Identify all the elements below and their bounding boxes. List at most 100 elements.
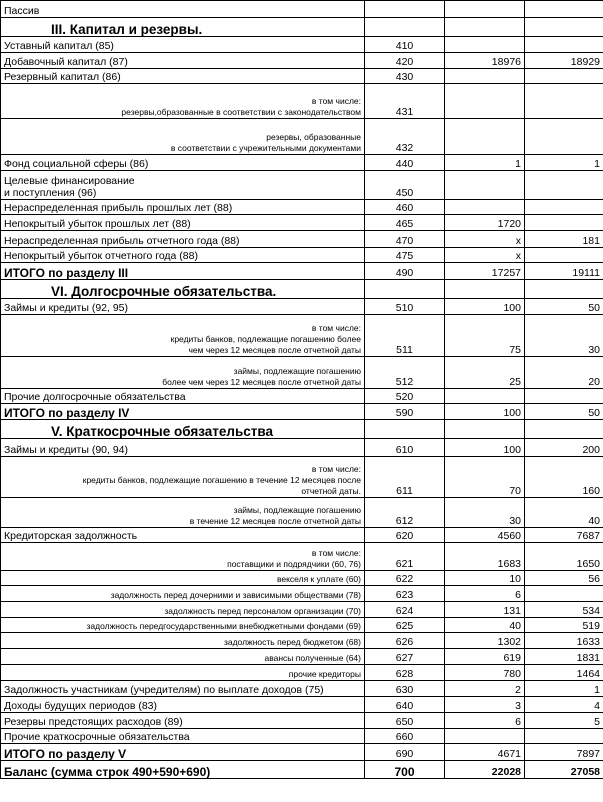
- value-start-of-period: 6: [444, 712, 525, 729]
- table-row: в том числе: поставщики и подрядчики (60,…: [0, 542, 603, 571]
- table-row: займы, подлежащие погашению более чем чер…: [0, 356, 603, 389]
- row-code: 640: [364, 696, 445, 713]
- value-end-of-period: [524, 199, 603, 215]
- table-row: в том числе: кредиты банков, подлежащие п…: [0, 456, 603, 498]
- table-row: Фонд социальной сферы (86) 440 1 1: [0, 154, 603, 171]
- value-start-of-period: 4671: [444, 743, 525, 761]
- value-end-of-period: [524, 36, 603, 53]
- table-row: Прочие краткосрочные обязательства 660: [0, 728, 603, 744]
- value-start-of-period: [444, 419, 525, 439]
- row-label-line: Резервы предстоящих расходов (89): [4, 716, 183, 728]
- section-row: VI. Долгосрочные обязательства.: [0, 279, 603, 299]
- value-end-of-period: 519: [524, 617, 603, 633]
- table-row: резервы, образованные в соответствии с уч…: [0, 118, 603, 155]
- row-label: Нераспределенная прибыль отчетного года …: [0, 230, 365, 248]
- value-end-of-period: 1650: [524, 542, 603, 571]
- row-label-line: авансы полученные (64): [264, 653, 361, 663]
- value-start-of-period: x: [444, 247, 525, 263]
- value-start-of-period: 100: [444, 403, 525, 420]
- value-start-of-period: 1683: [444, 542, 525, 571]
- row-label: ИТОГО по разделу V: [0, 743, 365, 761]
- row-label: Нераспределенная прибыль прошлых лет (88…: [0, 199, 365, 215]
- section-row: III. Капитал и резервы.: [0, 17, 603, 37]
- value-end-of-period: 1633: [524, 632, 603, 649]
- table-row: задолжность передгосударственными внебюд…: [0, 617, 603, 633]
- row-label: в том числе: кредиты банков, подлежащие п…: [0, 314, 365, 357]
- row-code: 700: [364, 760, 445, 779]
- value-start-of-period: [444, 388, 525, 404]
- value-end-of-period: 7687: [524, 527, 603, 543]
- row-label-line: задолжность перед дочерними и зависимыми…: [110, 590, 361, 600]
- row-code: 626: [364, 632, 445, 649]
- table-row: Кредиторская задолжность 620 4560 7687: [0, 527, 603, 543]
- row-label-line: Задолжность участникам (учредителям) по …: [4, 684, 324, 696]
- row-label-line: задолжность перед бюджетом (68): [223, 637, 361, 647]
- row-code: 512: [364, 356, 445, 389]
- value-end-of-period: [524, 118, 603, 155]
- row-label: Добавочный капитал (87): [0, 52, 365, 69]
- row-label-line: Резервный капитал (86): [4, 71, 121, 83]
- row-label-line: Непокрытый убыток прошлых лет (88): [4, 218, 191, 230]
- value-end-of-period: [524, 17, 603, 37]
- value-end-of-period: [524, 170, 603, 200]
- row-label: ИТОГО по разделу III: [0, 262, 365, 280]
- table-row: Займы и кредиты (90, 94) 610 100 200: [0, 438, 603, 457]
- section-title: V. Краткосрочные обязательства: [0, 419, 365, 439]
- value-start-of-period: 131: [444, 601, 525, 618]
- row-code: 430: [364, 68, 445, 84]
- row-label-line: кредиты банков, подлежащие погашению бол…: [170, 334, 361, 344]
- table-row: задолжность перед персоналом организации…: [0, 601, 603, 618]
- row-label-line: займы, подлежащие погашению: [233, 366, 361, 376]
- row-code: 627: [364, 648, 445, 665]
- row-label: ИТОГО по разделу IV: [0, 403, 365, 420]
- value-start-of-period: 4560: [444, 527, 525, 543]
- table-row: Целевые финансирование и поступления (96)…: [0, 170, 603, 200]
- row-label: в том числе: поставщики и подрядчики (60,…: [0, 542, 365, 571]
- row-label-line: ИТОГО по разделу III: [4, 266, 129, 280]
- row-label: Непокрытый убыток прошлых лет (88): [0, 214, 365, 231]
- row-label-line: задолжность передгосударственными внебюд…: [86, 621, 361, 631]
- row-code: [364, 419, 445, 439]
- row-label-line: резервы,образованные в соответствии с за…: [121, 107, 361, 117]
- row-code: 431: [364, 83, 445, 119]
- value-end-of-period: 40: [524, 497, 603, 528]
- row-label: Прочие краткосрочные обязательства: [0, 728, 365, 744]
- row-label: Прочие долгосрочные обязательства: [0, 388, 365, 404]
- value-end-of-period: [524, 68, 603, 84]
- value-end-of-period: 50: [524, 298, 603, 315]
- row-label: Кредиторская задолжность: [0, 527, 365, 543]
- row-code: 623: [364, 585, 445, 602]
- row-label: Фонд социальной сферы (86): [0, 154, 365, 171]
- value-end-of-period: 1831: [524, 648, 603, 665]
- row-code: 611: [364, 456, 445, 498]
- row-code: 465: [364, 214, 445, 231]
- value-end-of-period: [524, 83, 603, 119]
- row-label-line: Фонд социальной сферы (86): [4, 158, 149, 170]
- row-label: задолжность перед персоналом организации…: [0, 601, 365, 618]
- value-end-of-period: [524, 214, 603, 231]
- table-row: Добавочный капитал (87) 420 18976 18929: [0, 52, 603, 69]
- value-start-of-period: 10: [444, 570, 525, 586]
- row-label-line: VI. Долгосрочные обязательства.: [51, 284, 277, 299]
- row-code: [364, 17, 445, 37]
- value-end-of-period: 5: [524, 712, 603, 729]
- value-start-of-period: 1302: [444, 632, 525, 649]
- value-start-of-period: [444, 36, 525, 53]
- header-row: Пассив: [0, 0, 603, 18]
- row-label-line: Нераспределенная прибыль отчетного года …: [4, 235, 240, 247]
- row-label: авансы полученные (64): [0, 648, 365, 665]
- row-label-line: ИТОГО по разделу V: [4, 747, 127, 761]
- row-label: резервы, образованные в соответствии с уч…: [0, 118, 365, 155]
- value-start-of-period: [444, 170, 525, 200]
- value-start-of-period: x: [444, 230, 525, 248]
- row-label-line: поставщики и подрядчики (60, 76): [227, 559, 361, 569]
- row-label: задолжность перед дочерними и зависимыми…: [0, 585, 365, 602]
- header-title: Пассив: [0, 0, 365, 18]
- row-label-line: в соответствии с учрежительными документ…: [170, 143, 361, 153]
- value-start-of-period: 619: [444, 648, 525, 665]
- value-end-of-period: 4: [524, 696, 603, 713]
- value-end-of-period: [524, 419, 603, 439]
- row-code: 440: [364, 154, 445, 171]
- value-end-of-period: 200: [524, 438, 603, 457]
- row-code: 660: [364, 728, 445, 744]
